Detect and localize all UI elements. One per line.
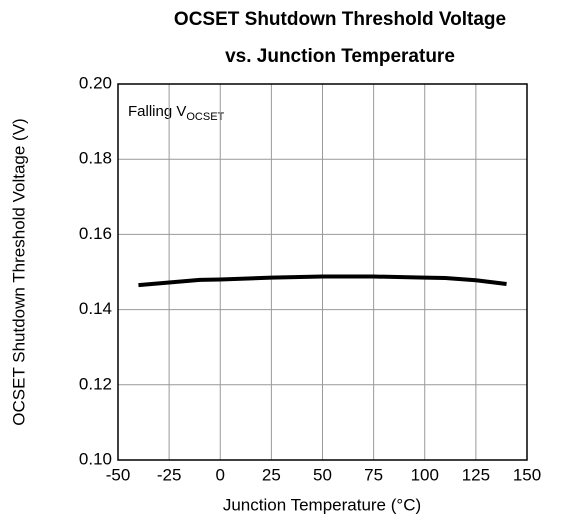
x-tick-label: 125: [462, 465, 490, 484]
chart-title: vs. Junction Temperature: [225, 46, 455, 67]
x-tick-label: 150: [513, 465, 541, 484]
x-axis-label: Junction Temperature (°C): [223, 495, 421, 514]
y-tick-label: 0.12: [79, 374, 112, 393]
annotation: Falling VOCSET: [128, 103, 225, 123]
annotation-subscript: OCSET: [186, 111, 224, 123]
y-tick-label: 0.18: [79, 149, 112, 168]
y-tick-label: 0.16: [79, 224, 112, 243]
x-tick-label: -50: [106, 465, 131, 484]
x-tick-label: -25: [157, 465, 182, 484]
y-axis-label: OCSET Shutdown Threshold Voltage (V): [9, 118, 28, 425]
x-tick-label: 0: [216, 465, 225, 484]
chart-title: OCSET Shutdown Threshold Voltage: [174, 9, 506, 30]
y-tick-label: 0.10: [79, 449, 112, 468]
plot-frame: [117, 83, 528, 461]
data-line: [138, 274, 507, 288]
x-tick-label: 50: [313, 465, 332, 484]
annotation-text: Falling V: [128, 103, 186, 120]
x-tick-label: 75: [364, 465, 383, 484]
y-tick-label: 0.14: [79, 299, 112, 318]
x-tick-label: 100: [411, 465, 439, 484]
y-tick-label: 0.20: [79, 73, 112, 92]
x-tick-label: 25: [262, 465, 281, 484]
